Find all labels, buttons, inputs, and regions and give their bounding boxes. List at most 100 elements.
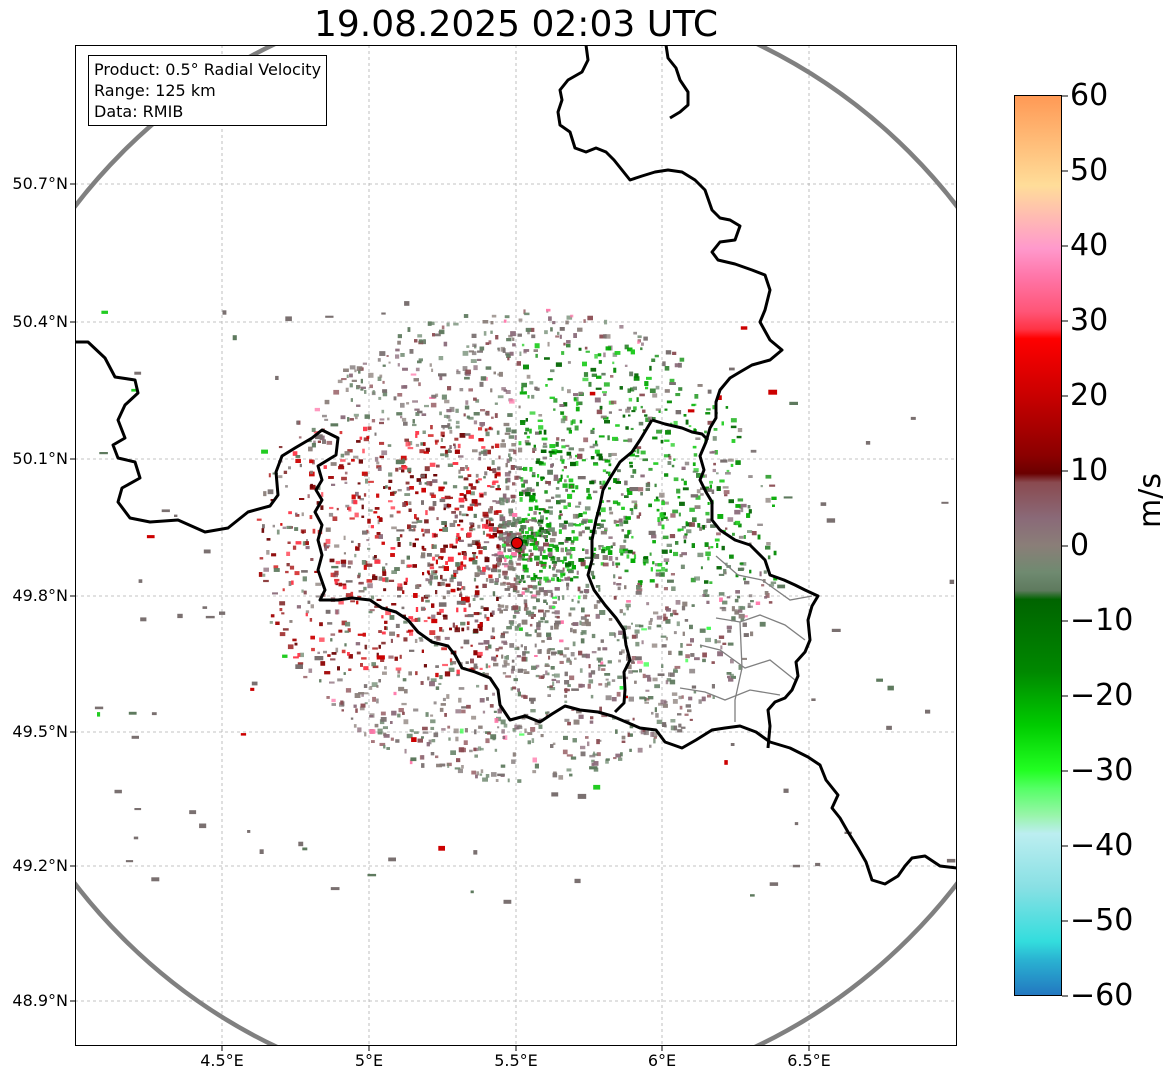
echo-pixel: [555, 335, 560, 338]
echo-pixel: [309, 515, 313, 520]
echo-pixel: [498, 554, 504, 559]
echo-pixel: [526, 557, 532, 562]
echo-pixel: [565, 488, 568, 492]
echo-pixel: [759, 571, 762, 577]
echo-pixel: [429, 363, 432, 367]
echo-pixel: [724, 760, 728, 765]
echo-pixel: [570, 542, 574, 545]
echo-pixel: [629, 453, 635, 457]
echo-pixel: [446, 322, 450, 327]
echo-pixel: [949, 579, 955, 584]
echo-pixel: [577, 476, 586, 480]
echo-pixel: [507, 521, 511, 526]
echo-pixel: [544, 592, 548, 596]
echo-pixel: [689, 522, 695, 527]
echo-pixel: [377, 728, 383, 734]
echo-pixel: [442, 565, 445, 569]
echo-pixel: [440, 431, 445, 437]
echo-pixel: [540, 515, 544, 521]
echo-pixel: [337, 666, 340, 671]
echo-pixel: [455, 736, 459, 742]
echo-pixel: [664, 439, 670, 442]
echo-pixel: [602, 555, 608, 560]
echo-pixel: [452, 545, 457, 549]
echo-pixel: [559, 579, 564, 582]
echo-pixel: [525, 610, 531, 615]
echo-pixel: [551, 531, 557, 537]
echo-pixel: [615, 523, 620, 527]
echo-pixel: [372, 390, 375, 395]
echo-pixel: [397, 542, 401, 547]
echo-pixel: [378, 630, 382, 633]
echo-pixel: [578, 501, 582, 505]
echo-pixel: [713, 462, 716, 466]
echo-pixel: [564, 671, 568, 677]
echo-pixel: [562, 654, 567, 658]
echo-pixel: [494, 473, 497, 479]
echo-pixel: [444, 713, 447, 717]
echo-pixel: [430, 402, 437, 408]
echo-pixel: [504, 588, 510, 591]
echo-pixel: [276, 529, 280, 535]
echo-pixel: [334, 609, 340, 615]
echo-pixel: [577, 586, 581, 592]
echo-pixel: [548, 548, 553, 552]
echo-pixel: [484, 614, 487, 619]
echo-pixel: [363, 564, 367, 570]
echo-pixel: [501, 654, 504, 659]
echo-pixel: [635, 641, 640, 647]
echo-pixel: [698, 699, 702, 704]
echo-pixel: [626, 406, 631, 410]
echo-pixel: [641, 342, 644, 346]
echo-pixel: [395, 348, 400, 352]
echo-pixel: [553, 408, 556, 411]
echo-pixel: [503, 547, 506, 553]
echo-pixel: [338, 582, 343, 587]
echo-pixel: [538, 620, 544, 623]
echo-pixel: [435, 755, 439, 759]
echo-pixel: [700, 566, 703, 570]
echo-pixel: [442, 527, 448, 532]
echo-pixel: [465, 498, 468, 502]
echo-pixel: [630, 349, 635, 355]
echo-pixel: [668, 672, 671, 677]
echo-pixel: [420, 442, 424, 446]
echo-pixel: [443, 507, 446, 511]
echo-pixel: [405, 481, 410, 485]
echo-pixel: [262, 524, 265, 529]
echo-pixel: [432, 544, 437, 549]
echo-pixel: [744, 580, 750, 585]
echo-pixel: [473, 628, 479, 633]
echo-pixel: [402, 711, 405, 715]
echo-pixel: [654, 684, 660, 689]
echo-pixel: [339, 464, 344, 467]
echo-pixel: [491, 445, 494, 449]
echo-pixel: [521, 619, 528, 625]
echo-pixel: [473, 850, 478, 855]
echo-pixel: [355, 491, 359, 497]
echo-pixel: [456, 607, 459, 613]
echo-pixel: [466, 345, 470, 348]
echo-pixel: [569, 455, 572, 459]
echo-pixel: [341, 649, 346, 654]
echo-pixel: [633, 406, 637, 411]
echo-pixel: [577, 595, 581, 600]
echo-pixel: [410, 373, 417, 376]
echo-pixel: [418, 339, 423, 344]
echo-pixel: [345, 580, 353, 583]
echo-pixel: [653, 738, 656, 744]
echo-pixel: [397, 586, 403, 591]
echo-pixel: [757, 534, 761, 540]
echo-pixel: [453, 569, 459, 574]
echo-pixel: [328, 476, 334, 479]
echo-pixel: [421, 500, 424, 505]
echo-pixel: [289, 565, 295, 570]
echo-pixel: [439, 608, 444, 613]
echo-pixel: [561, 351, 565, 355]
echo-pixel: [444, 671, 451, 677]
echo-pixel: [652, 677, 658, 682]
echo-pixel: [391, 570, 397, 574]
echo-pixel: [464, 433, 471, 436]
echo-pixel: [707, 488, 712, 492]
echo-pixel: [554, 624, 559, 630]
